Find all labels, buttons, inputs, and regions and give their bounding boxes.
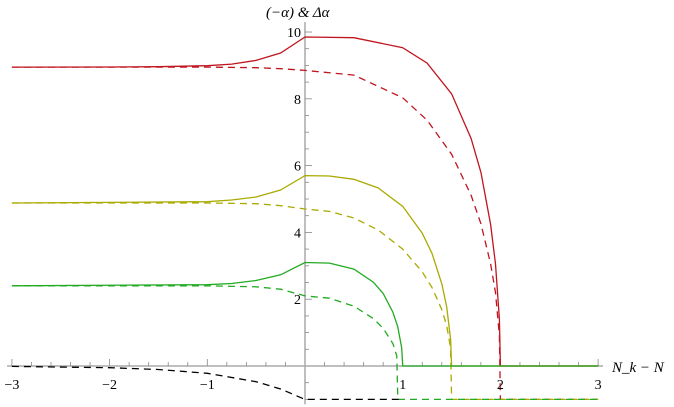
x-axis-title: N_k − N xyxy=(611,360,665,376)
x-tick-label: 2 xyxy=(497,378,504,393)
series-line-2-solid xyxy=(11,174,599,367)
tick-labels: −3 −2 −1 1 2 3 2 4 6 8 10 xyxy=(4,26,601,393)
y-tick-label: 6 xyxy=(294,160,301,175)
x-tick-label: 1 xyxy=(399,378,406,393)
y-tick-label: 8 xyxy=(294,93,301,108)
x-tick-label: −2 xyxy=(102,378,117,393)
series-line-5-dashed xyxy=(11,285,599,401)
x-tick-label: −1 xyxy=(200,378,215,393)
series-line-3-dashed xyxy=(11,202,599,401)
series-group xyxy=(11,36,599,401)
x-tick-label: −3 xyxy=(4,378,19,393)
series-line-0-solid xyxy=(11,36,599,367)
series-line-4-solid xyxy=(11,261,599,367)
y-axis-title: (−α) & Δα xyxy=(266,5,331,21)
y-tick-label: 4 xyxy=(294,226,301,241)
y-tick-label: 2 xyxy=(294,293,301,308)
series-line-6-dashed xyxy=(11,365,403,401)
x-tick-label: 3 xyxy=(595,378,602,393)
y-tick-label: 10 xyxy=(287,26,301,41)
series-line-1-dashed xyxy=(11,66,599,401)
axes xyxy=(7,21,603,405)
